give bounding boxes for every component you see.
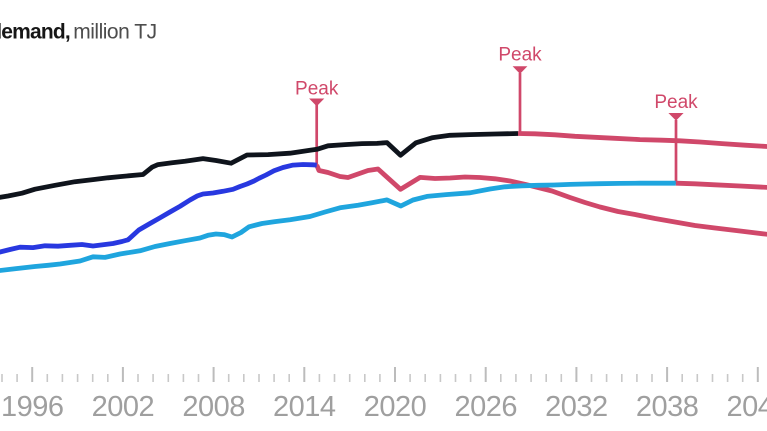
svg-text:2002: 2002 — [92, 391, 155, 423]
svg-text:Peak: Peak — [295, 79, 339, 100]
svg-text:2008: 2008 — [182, 391, 245, 423]
svg-text:2038: 2038 — [636, 391, 699, 423]
svg-text:2026: 2026 — [454, 391, 517, 423]
svg-text:2020: 2020 — [364, 391, 427, 423]
svg-text:2014: 2014 — [273, 391, 336, 423]
svg-text:1996: 1996 — [1, 391, 64, 423]
svg-text:2032: 2032 — [545, 391, 608, 423]
svg-text:Peak: Peak — [498, 45, 542, 66]
svg-text:Fossil fuel demand, million TJ: Fossil fuel demand, million TJ — [0, 20, 157, 43]
svg-text:Peak: Peak — [654, 92, 698, 113]
svg-text:2044: 2044 — [727, 391, 767, 423]
